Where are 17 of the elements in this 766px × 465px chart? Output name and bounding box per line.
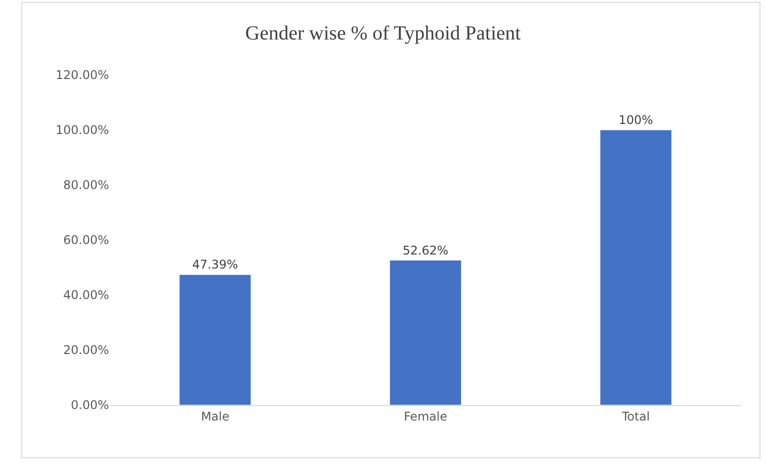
data-label: 100% bbox=[618, 113, 653, 127]
chart-title: Gender wise % of Typhoid Patient bbox=[245, 22, 522, 45]
y-tick-label: 120.00% bbox=[56, 68, 109, 82]
data-label: 52.62% bbox=[402, 243, 448, 258]
bar bbox=[600, 130, 672, 405]
y-tick-label: 80.00% bbox=[63, 178, 109, 192]
x-tick-label: Female bbox=[404, 409, 448, 424]
y-tick-label: 100.00% bbox=[56, 123, 109, 138]
x-tick-label: Male bbox=[200, 409, 230, 424]
y-tick-label: 20.00% bbox=[63, 343, 109, 358]
x-tick-label: Total bbox=[620, 409, 650, 424]
y-tick-label: 60.00% bbox=[63, 233, 109, 248]
y-tick-label: 40.00% bbox=[63, 288, 109, 302]
bar bbox=[179, 274, 252, 405]
bar bbox=[389, 260, 462, 405]
data-label: 47.39% bbox=[192, 258, 238, 272]
y-tick-label: 0.00% bbox=[70, 398, 109, 412]
